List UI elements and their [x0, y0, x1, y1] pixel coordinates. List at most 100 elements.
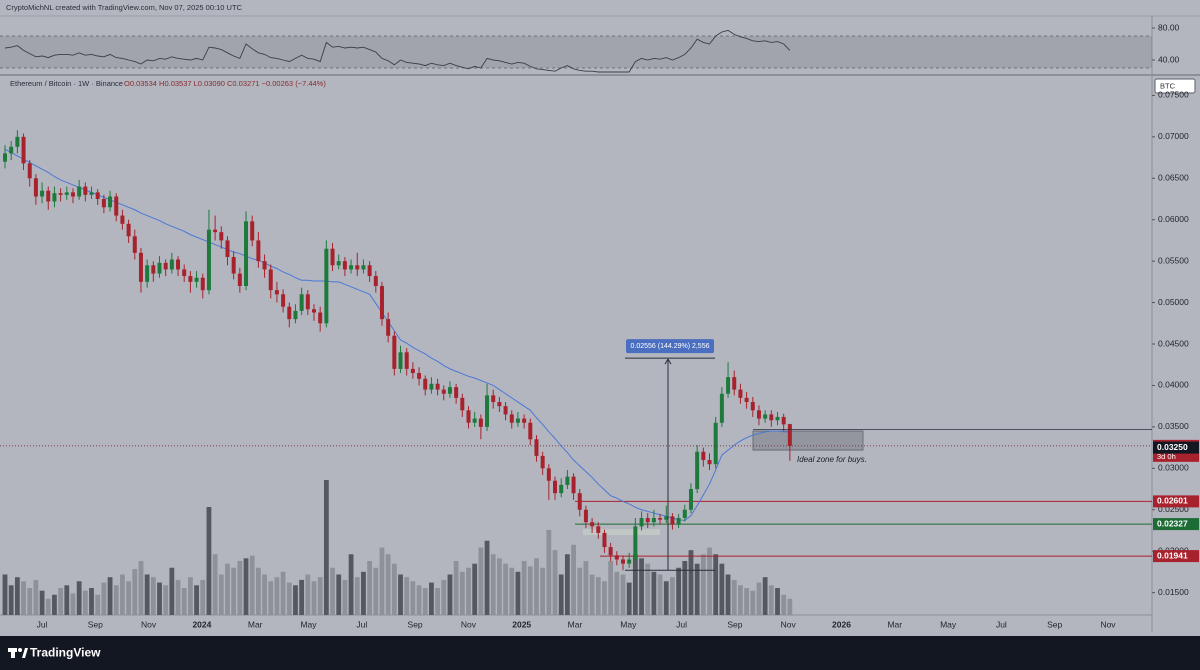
- volume-bar: [509, 567, 515, 615]
- candle-body: [312, 309, 316, 313]
- volume-bar: [484, 540, 490, 615]
- measure-label-box: [626, 339, 714, 354]
- candle-body: [21, 136, 26, 164]
- volume-bar: [175, 579, 181, 615]
- volume-bar: [113, 585, 119, 615]
- volume-bar: [225, 563, 230, 615]
- volume-bar: [237, 561, 243, 615]
- x-tick-label: Sep: [1047, 619, 1062, 629]
- volume-bar: [441, 579, 447, 615]
- candle-body: [534, 439, 539, 456]
- candle-body: [583, 509, 588, 523]
- volume-bar: [497, 558, 502, 615]
- volume-bar: [762, 577, 768, 615]
- candle-body: [250, 221, 255, 241]
- candle-body: [701, 451, 706, 461]
- footer-bar: [0, 636, 1200, 670]
- volume-bar: [466, 567, 471, 615]
- volume-bar: [385, 554, 391, 615]
- candle-body: [559, 484, 564, 494]
- candle-body: [27, 163, 32, 179]
- volume-bar: [14, 577, 20, 615]
- volume-bar: [144, 574, 150, 615]
- x-tick-label: Mar: [887, 619, 902, 629]
- currency-box[interactable]: [1154, 78, 1196, 94]
- volume-bar: [620, 574, 626, 615]
- volume-bar: [503, 563, 508, 615]
- candle-body: [262, 261, 267, 270]
- volume-bar: [188, 577, 193, 615]
- candle-body: [138, 252, 143, 282]
- volume-bar: [293, 585, 298, 615]
- candle-body: [781, 416, 786, 425]
- candle-body: [738, 389, 743, 398]
- candle-body: [219, 232, 224, 241]
- candle-body: [528, 422, 533, 440]
- volume-bar: [663, 581, 669, 615]
- candle-body: [361, 265, 366, 270]
- volume-bar: [336, 574, 342, 615]
- volume-bar: [676, 567, 682, 615]
- volume-bar: [27, 588, 33, 615]
- candle-body: [101, 198, 106, 208]
- volume-bar: [89, 588, 94, 615]
- candle-body: [305, 294, 310, 310]
- x-tick-label: Jul: [37, 619, 48, 629]
- volume-bar: [255, 567, 261, 615]
- candle-body: [169, 259, 174, 270]
- x-tick-label: Jul: [676, 619, 687, 629]
- x-tick-label: Mar: [568, 619, 583, 629]
- candle-body: [200, 277, 205, 291]
- volume-bar: [249, 555, 255, 615]
- candle-body: [244, 221, 249, 287]
- candle-body: [756, 410, 761, 419]
- marker-price-label: 0.03250: [1157, 442, 1188, 452]
- candle-body: [52, 193, 57, 202]
- candle-body: [176, 259, 181, 270]
- candle-body: [108, 196, 113, 208]
- candle-body: [225, 240, 230, 257]
- volume-bar: [274, 577, 280, 615]
- currency[interactable]: BTC: [1160, 81, 1176, 90]
- candle-body: [336, 261, 341, 266]
- candle-body: [410, 368, 415, 374]
- volume-bar: [268, 581, 274, 615]
- logo-part: [22, 648, 28, 658]
- volume-bar: [410, 581, 416, 615]
- countdown: 3d 0h: [1157, 452, 1176, 461]
- candle-body: [750, 402, 755, 411]
- volume-bar: [534, 558, 539, 615]
- candle-body: [237, 273, 242, 287]
- volume-bar: [540, 567, 546, 615]
- volume-bar: [577, 567, 583, 615]
- x-tick-label: Sep: [408, 619, 423, 629]
- x-tick-label: Nov: [781, 619, 797, 629]
- volume-bar: [299, 579, 305, 615]
- volume-bar: [404, 577, 410, 615]
- measure-arrowhead: [664, 358, 672, 365]
- candle-body: [744, 397, 749, 403]
- candle-body: [194, 277, 199, 282]
- y-tick-label: 0.06000: [1158, 214, 1189, 224]
- volume-bar: [132, 569, 138, 615]
- candle-body: [472, 418, 477, 423]
- volume-bar: [45, 598, 51, 615]
- volume-bar: [317, 577, 323, 615]
- note: Ideal zone for buys.: [797, 455, 867, 464]
- rsi-band: [0, 36, 1152, 68]
- candle-body: [688, 489, 693, 510]
- level-label: 0.01941: [1157, 550, 1188, 560]
- candle-body: [608, 547, 613, 556]
- volume-bar: [447, 574, 453, 615]
- x-tick-label: May: [940, 619, 957, 629]
- candle-body: [404, 352, 409, 369]
- volume-bar: [472, 563, 478, 615]
- candle-body: [206, 229, 211, 291]
- candle-body: [651, 518, 656, 523]
- candle-body: [485, 395, 490, 427]
- rsi-tick-label: 40.00: [1158, 54, 1180, 64]
- symbol: Ethereum / Bitcoin · 1W · Binance: [10, 79, 123, 88]
- buy-zone: [752, 430, 864, 451]
- volume-bar: [527, 566, 533, 615]
- level-label-box: [1153, 518, 1199, 531]
